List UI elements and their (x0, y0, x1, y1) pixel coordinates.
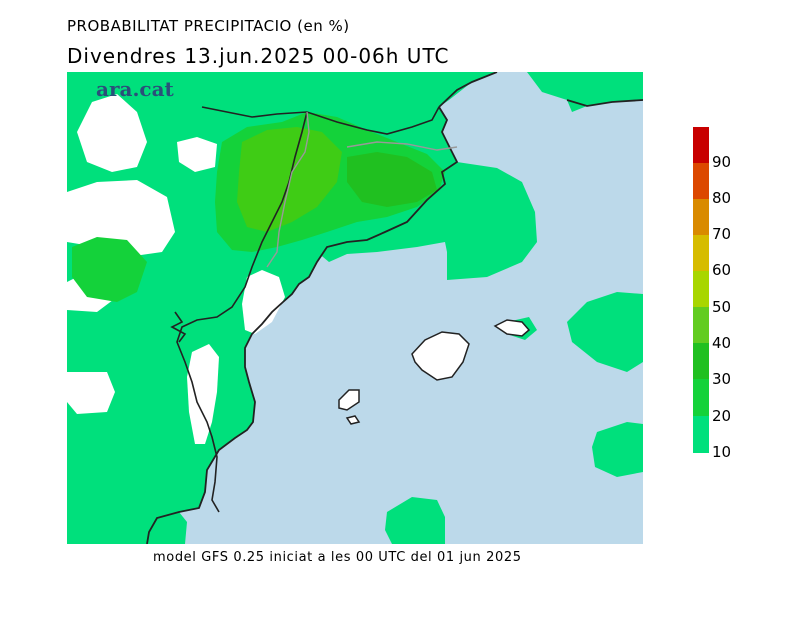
model-info: model GFS 0.25 iniciat a les 00 UTC del … (153, 550, 522, 565)
colorbar-label-40: 40 (712, 334, 732, 352)
border-valencia (170, 311, 187, 343)
no-precip-area-7 (67, 372, 115, 414)
colorbar-label-50: 50 (712, 298, 732, 316)
coastline (146, 106, 459, 544)
colorbar-segment-40 (693, 307, 709, 343)
map-title: PROBABILITAT PRECIPITACIO (en %) (67, 17, 350, 35)
colorbar-segment-20 (693, 379, 709, 416)
colorbar-label-10: 10 (712, 443, 732, 461)
border-internal (346, 141, 458, 151)
map-svg (67, 72, 643, 544)
sea-precip-area-2 (567, 292, 643, 372)
colorbar-label-20: 20 (712, 407, 732, 425)
map-subtitle: Divendres 13.jun.2025 00-06h UTC (67, 44, 450, 68)
formentera-island (345, 415, 361, 425)
colorbar-segment-10 (693, 416, 709, 453)
menorca-island (493, 319, 531, 337)
sea-precip-area-4 (385, 497, 445, 544)
precipitation-map (67, 72, 643, 544)
colorbar-segment-30 (693, 343, 709, 379)
colorbar-label-80: 80 (712, 189, 732, 207)
colorbar-label-60: 60 (712, 261, 732, 279)
coastline-east (566, 99, 643, 107)
ara-cat-logo: ara.cat (96, 77, 174, 101)
colorbar-label-70: 70 (712, 225, 732, 243)
coastline-france (438, 72, 498, 108)
border-andorra (266, 111, 310, 268)
sea-precip-area-1 (317, 162, 537, 280)
colorbar-label-90: 90 (712, 153, 732, 171)
colorbar-segment-50 (693, 271, 709, 307)
border-spain-france (201, 106, 440, 135)
no-precip-area-2 (67, 180, 175, 257)
no-precip-area-3 (177, 137, 217, 172)
no-precip-area-6 (242, 270, 285, 334)
colorbar-label-30: 30 (712, 370, 732, 388)
colorbar-segment-60 (693, 235, 709, 271)
sea-precip-area-6 (147, 512, 187, 544)
no-precip-area-5 (187, 344, 219, 444)
precip-30-40-area-2 (347, 152, 437, 207)
sea-precip-area-3 (592, 422, 643, 477)
colorbar-segment-80 (693, 163, 709, 199)
colorbar-segment-90 (693, 127, 709, 163)
colorbar (693, 127, 709, 453)
precip-20-30-area-2 (72, 237, 147, 302)
border-catalonia-aragon (176, 111, 308, 513)
no-precip-area-1 (77, 94, 147, 172)
ibiza-island (338, 389, 360, 411)
mallorca-island (411, 331, 470, 381)
colorbar-segment-70 (693, 199, 709, 235)
